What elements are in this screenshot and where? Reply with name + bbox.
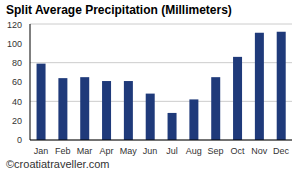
html-text:Split Average Precipitation (M: Split Average Precipitation (Millimeters… [6, 3, 232, 17]
svg-text:Jun: Jun [143, 146, 158, 156]
svg-text:Apr: Apr [99, 146, 113, 156]
svg-text:Sep: Sep [208, 146, 224, 156]
svg-text:Dec: Dec [273, 146, 290, 156]
svg-text:80: 80 [12, 58, 22, 68]
svg-text:Jul: Jul [166, 146, 178, 156]
svg-text:0: 0 [17, 135, 22, 145]
svg-text:Nov: Nov [251, 146, 268, 156]
svg-text:Mar: Mar [77, 146, 93, 156]
svg-text:Feb: Feb [55, 146, 71, 156]
svg-text:Aug: Aug [186, 146, 202, 156]
svg-text:May: May [120, 146, 138, 156]
svg-text:20: 20 [12, 116, 22, 126]
svg-text:120: 120 [8, 20, 22, 30]
svg-text:60: 60 [12, 77, 22, 87]
svg-text:100: 100 [8, 39, 22, 49]
html-text:©croatiatraveller.com: ©croatiatraveller.com [6, 158, 110, 170]
svg-text:40: 40 [12, 97, 22, 107]
svg-text:Oct: Oct [230, 146, 245, 156]
svg-text:Jan: Jan [34, 146, 49, 156]
